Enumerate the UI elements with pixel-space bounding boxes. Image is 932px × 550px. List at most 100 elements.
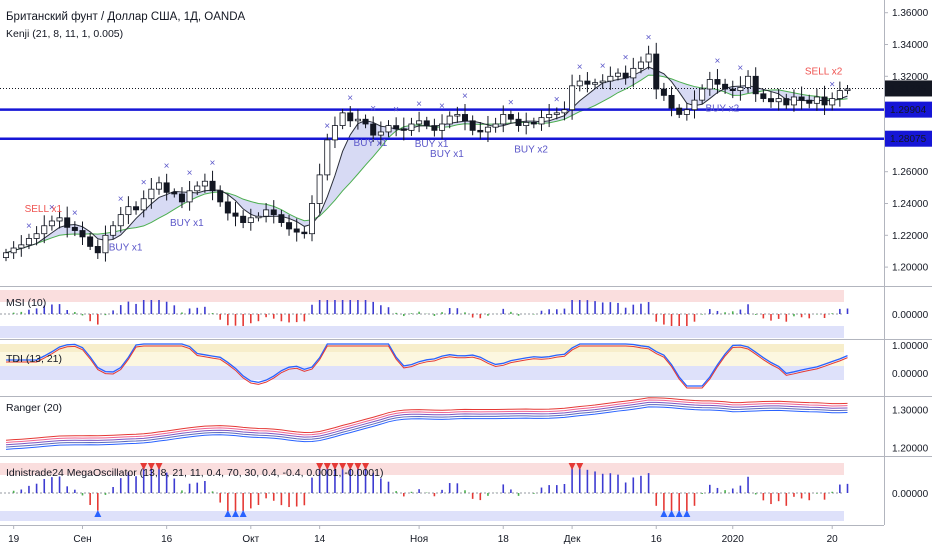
candle-body: [110, 225, 117, 236]
candle-body: [699, 88, 706, 101]
candle-body: [760, 93, 767, 99]
mega-buy-arrow: [94, 510, 102, 517]
candle-body: [10, 247, 17, 254]
trend-marker: ×: [439, 101, 445, 112]
trend-marker: ×: [49, 203, 55, 214]
mega-buy-arrow: [675, 510, 683, 517]
candle-body: [569, 85, 576, 111]
candle-body: [829, 98, 836, 106]
trend-marker: ×: [26, 221, 32, 232]
candle-body: [263, 209, 270, 217]
mega-buy-arrow: [683, 510, 691, 517]
candle-body: [439, 123, 446, 131]
tdi-tick-label: 1.00000: [892, 341, 929, 352]
main-indicator-label: Kenji (21, 8, 11, 1, 0.005): [6, 28, 123, 40]
trend-marker: ×: [416, 99, 422, 110]
candle-body: [553, 112, 560, 115]
candle-body: [615, 72, 622, 77]
candle-body: [194, 185, 201, 192]
candle-body: [806, 99, 813, 104]
candle-body: [308, 203, 315, 235]
candle-body: [706, 79, 713, 90]
ranger-tick-label: 1.30000: [892, 406, 929, 417]
trend-marker: ×: [141, 177, 147, 188]
candle-body: [423, 120, 430, 126]
candle-body: [584, 80, 591, 85]
candle-body: [148, 188, 155, 200]
candle-body: [683, 109, 690, 115]
candle-body: [653, 53, 660, 90]
candle-body: [530, 122, 537, 125]
candle-body: [576, 80, 583, 87]
ranger-band-line: [5, 401, 848, 446]
candle-body: [637, 61, 644, 69]
tdi-tick-label: 0.00000: [892, 369, 929, 380]
support-level-label: 1.28075: [890, 134, 927, 145]
mega-sell-arrow: [362, 463, 370, 470]
candle-body: [400, 128, 407, 131]
buy-signal-label: BUY x1: [354, 138, 388, 149]
ranger-band-line: [5, 404, 848, 448]
candle-body: [33, 233, 40, 239]
candle-body: [347, 112, 354, 122]
mega-sell-arrow: [316, 463, 324, 470]
candle-body: [255, 215, 262, 219]
trend-marker: ×: [646, 33, 652, 44]
buy-signal-label: BUY x2: [705, 104, 739, 115]
mega-buy-arrow: [224, 510, 232, 517]
candle-body: [125, 206, 132, 216]
candle-body: [301, 231, 308, 235]
candle-body: [171, 191, 178, 195]
candle-body: [737, 87, 744, 92]
candle-body: [240, 215, 247, 223]
chart-title: Британский фунт / Доллар США, 1Д, OANDA: [6, 11, 246, 23]
current-price-label: 1.31235: [890, 84, 927, 95]
candle-body: [385, 125, 392, 133]
candle-body: [25, 238, 32, 246]
candle-body: [71, 226, 78, 231]
candle-body: [492, 123, 499, 128]
candle-body: [186, 190, 193, 203]
msi-panel-label: MSI (10): [6, 297, 46, 309]
time-tick-label: Сен: [73, 534, 91, 545]
buy-signal-label: BUY x2: [514, 144, 548, 155]
price-tick-label: 1.36000: [892, 8, 929, 19]
support-level-badge: [885, 101, 932, 118]
support-level-badge: [885, 130, 932, 147]
candle-body: [316, 174, 323, 204]
time-tick-label: Ноя: [410, 534, 428, 545]
candle-body: [461, 114, 468, 122]
candle-body: [768, 98, 775, 103]
candle-body: [48, 220, 55, 227]
candle-body: [722, 83, 729, 90]
time-tick-label: 16: [161, 534, 173, 545]
ranger-band-line: [5, 406, 848, 450]
buy-signal-label: BUY x1: [415, 139, 449, 150]
mega-sell-arrow: [331, 463, 339, 470]
time-tick-label: 14: [314, 534, 326, 545]
mega-tick-label: 0.00000: [892, 489, 929, 500]
candle-body: [775, 98, 782, 103]
current-price-badge: [885, 80, 932, 97]
candle-body: [484, 126, 491, 133]
candle-body: [163, 182, 170, 193]
candle-body: [278, 214, 285, 223]
mega-sell-arrow: [147, 463, 155, 470]
buy-signal-label: BUY x1: [170, 218, 204, 229]
candle-body: [507, 114, 514, 120]
mega-sell-arrow: [568, 463, 576, 470]
candle-body: [324, 139, 331, 176]
candle-body: [247, 217, 254, 223]
candle-body: [477, 129, 484, 133]
candle-body: [393, 125, 400, 130]
candle-body: [813, 96, 820, 104]
mega-sell-arrow: [576, 463, 584, 470]
mega-buy-arrow: [239, 510, 247, 517]
candle-body: [622, 72, 629, 79]
mega-sell-arrow: [323, 463, 331, 470]
price-tick-label: 1.26000: [892, 167, 929, 178]
candle-body: [102, 234, 109, 254]
trend-marker: ×: [462, 91, 468, 102]
candle-body: [232, 212, 239, 217]
